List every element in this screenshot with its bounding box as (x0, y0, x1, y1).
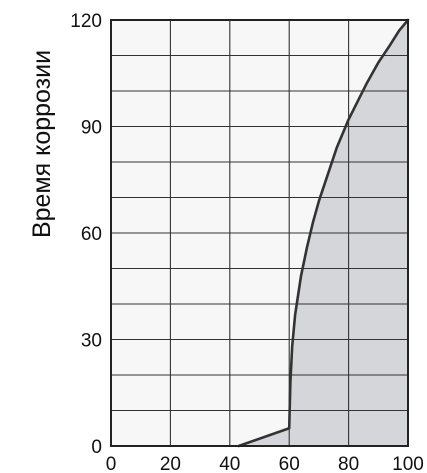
y-tick-label: 60 (81, 224, 102, 245)
curve (237, 18, 410, 448)
y-axis-ticks: 0 30 60 90 120 (70, 11, 102, 458)
y-tick-label: 90 (81, 118, 102, 139)
x-axis-ticks: 0 20 40 60 80 100 (106, 454, 424, 473)
y-tick-label: 120 (70, 11, 102, 32)
x-tick-label: 60 (279, 454, 300, 473)
x-tick-label: 20 (160, 454, 181, 473)
y-axis-label: Время коррозии (28, 50, 56, 238)
y-tick-label: 0 (91, 437, 102, 458)
y-tick-label: 30 (81, 331, 102, 352)
x-tick-label: 0 (106, 454, 117, 473)
x-tick-label: 80 (338, 454, 359, 473)
x-tick-label: 100 (392, 454, 424, 473)
series-line (237, 18, 410, 448)
plot-border (110, 19, 409, 447)
plot-frame (110, 19, 409, 447)
x-tick-label: 40 (219, 454, 240, 473)
